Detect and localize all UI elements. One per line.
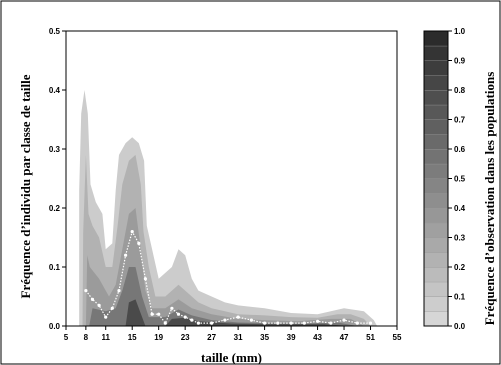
median-point — [183, 315, 187, 319]
colorbar-band — [423, 30, 449, 47]
density-region-4 — [125, 299, 351, 326]
colorbar-band — [423, 178, 449, 194]
median-point — [130, 230, 134, 234]
median-point — [342, 318, 346, 322]
median-point — [223, 318, 227, 322]
colorbar-band — [423, 193, 449, 209]
colorbar-band — [423, 296, 449, 312]
median-point — [190, 318, 194, 322]
colorbar-band — [423, 134, 449, 150]
colorbar-band — [423, 89, 449, 106]
colorbar-band — [423, 104, 449, 121]
median-point — [329, 321, 333, 325]
median-point — [163, 321, 167, 325]
x-axis-title: taille (mm) — [201, 350, 262, 365]
x-tick-label: 35 — [260, 333, 269, 342]
colorbar-band — [423, 163, 449, 180]
median-point — [355, 321, 359, 325]
median-point — [104, 315, 108, 319]
y-tick-label: 0.1 — [49, 263, 61, 272]
median-point — [210, 321, 214, 325]
y-tick-label: 0.2 — [49, 204, 61, 213]
median-point — [84, 289, 88, 293]
median-point — [276, 321, 280, 325]
median-point — [150, 312, 154, 316]
x-tick-label: 39 — [287, 333, 296, 342]
y-tick-label: 0.4 — [49, 86, 61, 95]
median-point — [249, 318, 253, 322]
median-point — [90, 297, 95, 301]
colorbar-band — [423, 222, 449, 239]
colorbar-title: Fréquence d’observation dans les populat… — [482, 72, 497, 326]
colorbar-band — [423, 252, 449, 268]
median-point — [110, 306, 114, 310]
x-tick-label: 47 — [340, 333, 349, 342]
median-point — [97, 303, 101, 307]
colorbar-tick-label: 0.2 — [454, 263, 466, 272]
median-point — [289, 321, 293, 325]
plot-frame — [65, 30, 398, 327]
median-point — [124, 253, 128, 257]
x-tick-label: 15 — [128, 333, 137, 342]
density-region-0 — [79, 90, 378, 326]
x-tick-label: 51 — [366, 333, 375, 342]
colorbar-band — [423, 75, 449, 91]
colorbar-band — [423, 60, 449, 76]
colorbar-band — [423, 237, 449, 253]
colorbar-band — [423, 281, 449, 298]
y-axis-title: Fréquence d’individu par classe de taill… — [18, 74, 33, 298]
median-point — [368, 321, 373, 325]
median-point — [117, 289, 121, 293]
colorbar: 0.0 0.1 0.2 0.3 0.4 0.5 0.6 0.7 0.8 0.9 1.0 Fréquen… — [423, 27, 497, 331]
y-tick-label: 0.0 — [49, 322, 61, 331]
median-point — [316, 319, 320, 323]
median-point — [143, 277, 147, 281]
median-point — [196, 321, 200, 325]
colorbar-tick-label: 0.9 — [454, 57, 466, 66]
colorbar-tick-label: 0.5 — [454, 175, 466, 184]
colorbar-tick-label: 0.4 — [454, 204, 466, 213]
median-point — [157, 312, 161, 316]
x-tick-label: 11 — [101, 333, 110, 342]
median-point — [137, 241, 141, 245]
colorbar-tick-label: 0.6 — [454, 145, 466, 154]
colorbar-band — [423, 45, 449, 62]
colorbar-tick-label: 0.7 — [454, 116, 466, 125]
colorbar-tick-label: 0.8 — [454, 86, 466, 95]
x-tick-label: 31 — [234, 333, 243, 342]
x-tick-label: 23 — [181, 333, 190, 342]
colorbar-tick-label: 1.0 — [454, 27, 466, 36]
x-tick-label: 43 — [313, 333, 322, 342]
median-point — [170, 306, 174, 310]
colorbar-band — [423, 266, 449, 283]
colorbar-tick-label: 0.3 — [454, 234, 466, 243]
median-point — [176, 312, 181, 316]
x-tick-label: 55 — [393, 333, 402, 342]
median-point — [302, 321, 306, 325]
y-tick-label: 0.5 — [49, 27, 61, 36]
y-tick-label: 0.3 — [49, 145, 61, 154]
colorbar-tick-label: 0.0 — [454, 322, 466, 331]
colorbar-band — [423, 207, 449, 224]
x-tick-label: 8 — [84, 333, 89, 342]
colorbar-band — [423, 148, 449, 165]
x-tick-label: 27 — [207, 333, 216, 342]
median-point — [263, 321, 267, 325]
x-tick-label: 5 — [64, 333, 69, 342]
colorbar-tick-label: 0.1 — [454, 293, 466, 302]
median-point — [236, 315, 240, 319]
x-tick-label: 19 — [154, 333, 163, 342]
colorbar-band — [423, 311, 449, 327]
colorbar-band — [423, 119, 449, 135]
density-region-3 — [89, 267, 358, 326]
